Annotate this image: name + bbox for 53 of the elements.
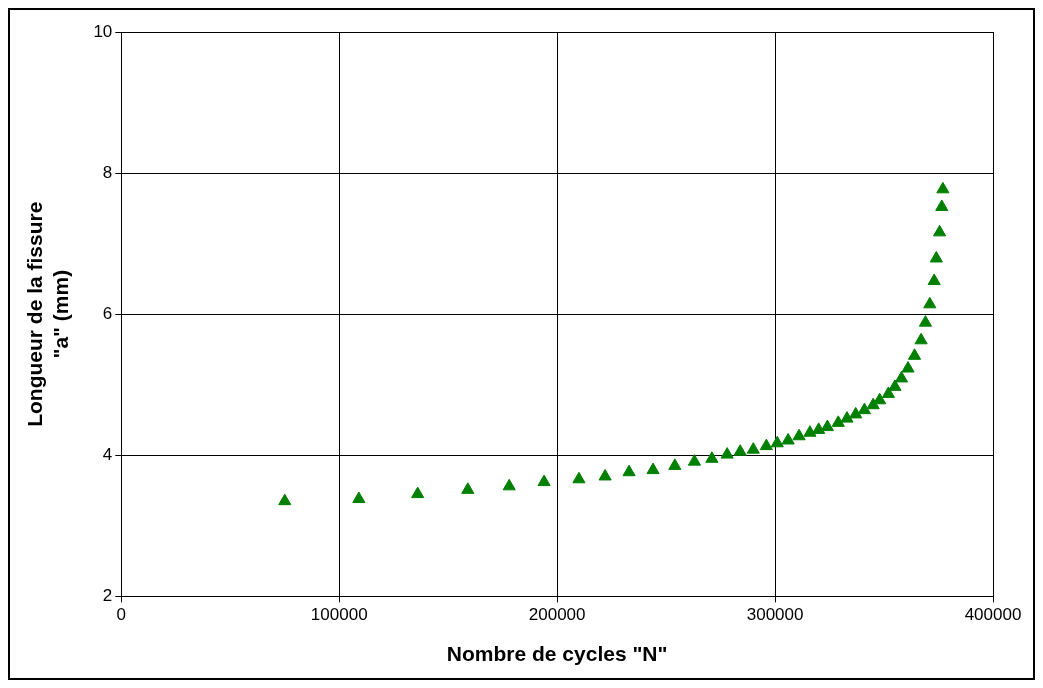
point [929, 250, 943, 263]
point [907, 348, 922, 360]
point [927, 273, 941, 286]
point [840, 411, 854, 423]
y-tick-label: 2 [102, 586, 113, 606]
point [914, 332, 928, 345]
y-tick-label: 8 [102, 162, 113, 182]
point [411, 486, 425, 499]
point [918, 315, 933, 327]
point [888, 379, 902, 391]
point [502, 478, 516, 491]
point [820, 419, 834, 432]
point [705, 451, 719, 463]
point [572, 471, 586, 484]
y-tick-label: 6 [102, 303, 113, 323]
point [792, 428, 806, 441]
point [781, 432, 795, 445]
x-tick-label: 100000 [310, 605, 368, 625]
point [923, 296, 937, 309]
x-tick-label: 300000 [746, 605, 804, 625]
point [759, 438, 773, 451]
x-axis-title: Nombre de cycles "N" [446, 642, 668, 666]
x-tick-label: 0 [116, 605, 127, 625]
x-tick-label: 200000 [528, 605, 586, 625]
point [803, 425, 817, 437]
point [598, 468, 612, 481]
y-tick-label: 4 [102, 444, 113, 464]
point [770, 435, 784, 448]
x-tick-label: 400000 [964, 605, 1022, 625]
point [622, 464, 636, 477]
point [812, 422, 826, 434]
point [461, 482, 475, 494]
point [278, 493, 292, 506]
point [668, 458, 682, 470]
y-tick-label: 10 [93, 21, 113, 41]
point [687, 454, 702, 466]
point [933, 224, 947, 237]
point [352, 491, 366, 504]
point [733, 444, 747, 456]
point [746, 442, 760, 454]
point [857, 402, 871, 415]
point [873, 392, 887, 405]
point [849, 406, 863, 419]
point [881, 386, 895, 398]
point [537, 474, 551, 487]
point [646, 462, 660, 475]
point [901, 361, 915, 373]
point [936, 181, 950, 194]
point [935, 199, 949, 211]
point [894, 370, 909, 383]
y-axis-title: Longueur de la fissure "a" (mm) [23, 201, 72, 427]
point [831, 415, 845, 427]
point [720, 447, 734, 459]
